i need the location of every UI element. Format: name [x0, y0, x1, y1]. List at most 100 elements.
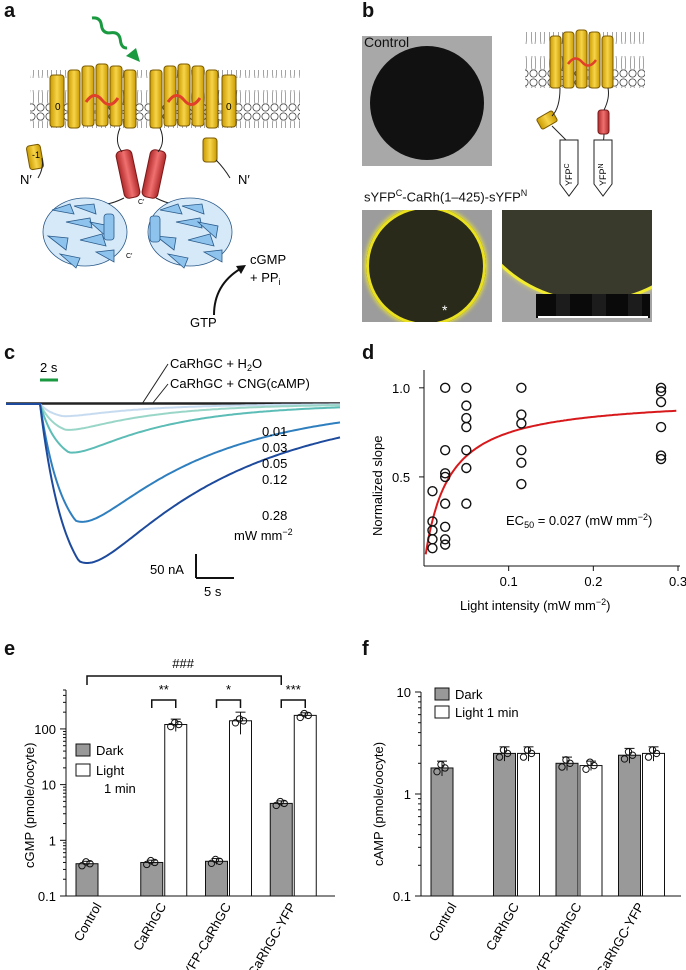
- d-data-point-17: [461, 444, 472, 456]
- d-data-point-16: [461, 421, 472, 433]
- d-data-point-18: [461, 462, 472, 474]
- product-ppi: + PPi: [250, 270, 281, 287]
- f-replicate-dot-1-2-0: [582, 765, 590, 773]
- d-data-point-27: [655, 386, 667, 397]
- e-bar-dark-0: [75, 863, 99, 897]
- e-replicate-dot-0-0-2: [82, 858, 90, 866]
- e-replicate-dot-1-1-0: [167, 722, 175, 731]
- helix-minus-one-label-left: -1: [32, 150, 40, 160]
- e-sig-overall-label: ###: [172, 656, 194, 671]
- e-replicate-dot-1-2-1: [239, 717, 248, 725]
- e-category-label-1: CaRhGC: [130, 900, 169, 953]
- panel-c-current-traces: 2 s CaRhGC + H2O CaRhGC + CNG(cAMP) 0.01…: [6, 356, 341, 599]
- d-data-point-9: [439, 498, 451, 509]
- d-data-point-19: [461, 498, 472, 509]
- d-data-point-25: [516, 478, 527, 490]
- d-y-axis-label: Normalized slope: [370, 436, 385, 536]
- f-replicate-dot-1-2-2: [586, 758, 594, 766]
- n-terminus-left: N′: [20, 172, 32, 187]
- f-bar-dark-0: [430, 767, 454, 897]
- panel-e-cgmp-bars: cGMP (pmole/oocyte) 0.1 1 10 100 Control CaRh…: [22, 656, 335, 970]
- intensity-label-1: 0.03: [262, 440, 287, 455]
- coiled-coil-linker: [93, 127, 187, 205]
- panel-letter-d: d: [362, 342, 375, 364]
- f-replicate-dot-0-1-2: [499, 746, 508, 754]
- e-replicate-dot-0-0-0: [78, 862, 86, 870]
- rhodopsin-left: [25, 63, 137, 171]
- f-replicate-dot-0-2-2: [562, 756, 570, 764]
- e-legend-dark-swatch: [75, 743, 91, 757]
- d-x-tick-label-0: 0.1: [500, 574, 518, 589]
- f-replicate-dot-0-3-0: [620, 755, 629, 763]
- d-data-point-4: [427, 542, 438, 554]
- yfp-c-label: YFPC: [564, 163, 574, 186]
- f-bar-light-1-min-3: [642, 752, 665, 897]
- d-data-point-14: [461, 400, 472, 411]
- helix-zero-label-right: 0: [226, 102, 232, 113]
- f-legend-light-swatch: [434, 705, 450, 719]
- e-replicate-dot-1-3-0: [296, 713, 304, 722]
- d-data-point-5: [439, 382, 451, 394]
- e-category-label-2: YFP-CaRhGC: [180, 900, 234, 970]
- legend-h2o-pointer: [141, 363, 169, 405]
- e-sig-label-2: ***: [286, 682, 301, 697]
- e-y-tick-label-3: 100: [34, 722, 56, 737]
- yfp-micrograph-whole: *: [362, 210, 492, 322]
- e-replicate-dot-0-1-2: [147, 856, 155, 865]
- panel-letter-b: b: [362, 0, 375, 22]
- rhodopsin-right: [149, 63, 237, 163]
- d-data-point-0: [427, 485, 438, 497]
- legend-cng-pointer: [151, 383, 169, 405]
- f-replicate-dot-1-3-2: [648, 746, 657, 754]
- e-y-tick-label-2: 10: [42, 778, 56, 793]
- light-wave-icon: [91, 16, 128, 50]
- e-legend-light-1: Light: [96, 763, 125, 778]
- e-sig-label-0: **: [159, 682, 169, 697]
- legend-h2o: CaRhGC + H2O: [170, 356, 262, 373]
- substrate-gtp: GTP: [190, 315, 217, 330]
- intensity-unit: mW mm−2: [234, 527, 293, 543]
- panel-b-schematic: YFPC YFPN: [525, 29, 645, 197]
- yfp-c-barrel: [559, 139, 579, 197]
- panel-f-camp-bars: cAMP (pmole/oocyte) 0.1 1 10 Control CaRhGC Y…: [371, 685, 681, 970]
- d-data-point-15: [461, 412, 472, 424]
- intensity-label-4: 0.28: [262, 508, 287, 523]
- e-sig-bracket-0: [151, 699, 177, 708]
- construct-label: sYFPC-CaRh(1–425)-sYFPN: [364, 188, 528, 205]
- d-fit-curve: [424, 409, 677, 555]
- d-data-point-29: [655, 421, 667, 433]
- scale-x-label: 5 s: [204, 584, 222, 599]
- panel-letter-a: a: [4, 0, 16, 22]
- e-bar-dark-3: [269, 802, 293, 897]
- e-replicate-dot-0-3-2: [276, 797, 284, 806]
- f-replicate-dot-1-1-0: [519, 753, 528, 761]
- trace-intensity-2: [6, 403, 340, 454]
- d-data-point-31: [655, 453, 667, 465]
- e-sig-bracket-2: [280, 699, 306, 708]
- f-y-tick-label-2: 10: [397, 685, 411, 700]
- d-data-point-30: [655, 450, 667, 461]
- e-replicate-dot-0-0-1: [86, 860, 94, 868]
- e-replicate-dot-1-1-2: [171, 718, 179, 727]
- f-replicate-dot-0-1-0: [495, 753, 504, 761]
- d-data-point-24: [516, 457, 527, 468]
- yfp-n-barrel: [593, 139, 613, 197]
- d-data-point-6: [439, 444, 451, 456]
- f-bar-dark-1: [493, 752, 516, 897]
- panel-a-schematic: 0 -1 0 N′ N′: [20, 16, 300, 330]
- d-data-point-23: [516, 444, 527, 456]
- cyclase-domain-left: [42, 197, 128, 269]
- e-bar-light-1-min-1: [164, 724, 188, 897]
- f-replicate-dot-1-1-2: [523, 746, 532, 754]
- e-sig-bracket-1: [215, 699, 242, 708]
- d-data-point-22: [516, 418, 527, 429]
- legend-cng: CaRhGC + CNG(cAMP): [170, 376, 310, 391]
- d-data-point-10: [439, 521, 451, 533]
- e-replicate-dot-0-3-1: [280, 799, 288, 808]
- e-replicate-dot-0-3-0: [272, 801, 280, 810]
- trace-intensity-1: [6, 403, 340, 431]
- light-arrow-head-icon: [126, 48, 140, 62]
- f-bar-dark-3: [618, 754, 641, 897]
- f-bar-light-1-min-1: [517, 752, 540, 897]
- trace-intensity-3: [6, 403, 341, 523]
